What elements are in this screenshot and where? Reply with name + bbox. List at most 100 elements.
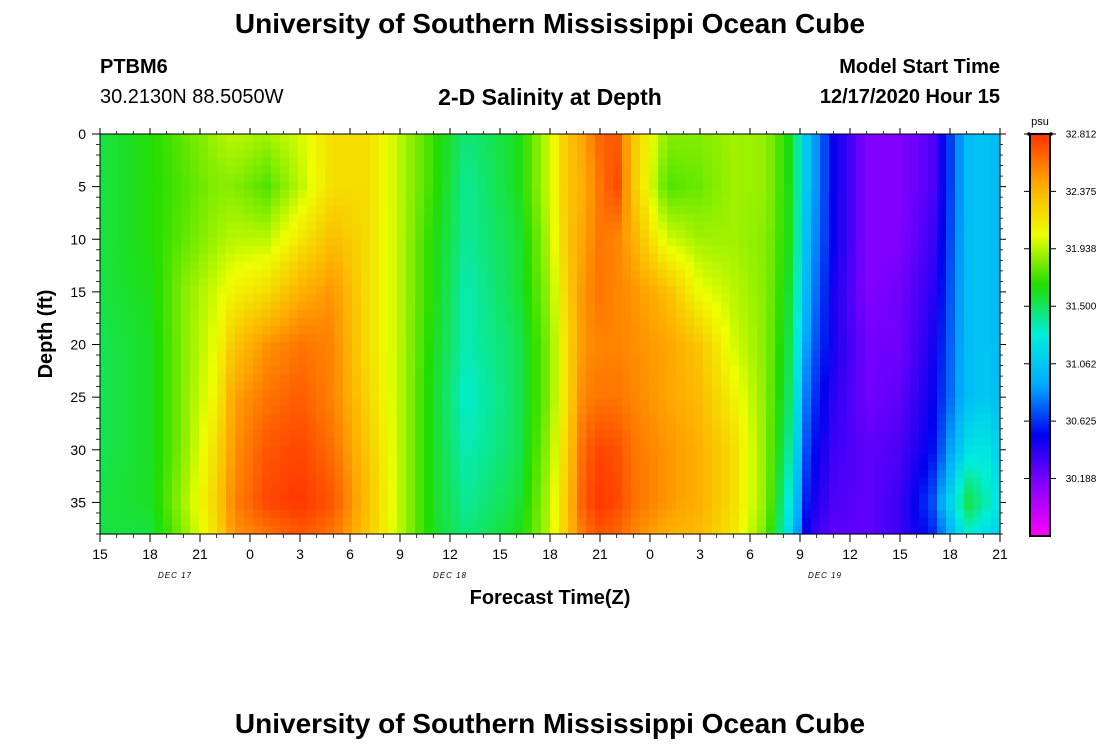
heatmap-cell xyxy=(163,422,173,431)
heatmap-cell xyxy=(982,206,992,215)
heatmap-cell xyxy=(469,438,479,447)
heatmap-cell xyxy=(298,206,308,215)
heatmap-cell xyxy=(397,422,407,431)
heatmap-cell xyxy=(127,150,137,159)
heatmap-cell xyxy=(460,262,470,271)
heatmap-cell xyxy=(118,390,128,399)
heatmap-cell xyxy=(541,470,551,479)
heatmap-cell xyxy=(370,478,380,487)
heatmap-cell xyxy=(235,374,245,383)
heatmap-cell xyxy=(991,262,1001,271)
heatmap-cell xyxy=(460,510,470,519)
heatmap-cell xyxy=(352,174,362,183)
heatmap-cell xyxy=(253,470,263,479)
heatmap-cell xyxy=(766,230,776,239)
heatmap-cell xyxy=(568,438,578,447)
heatmap-cell xyxy=(163,166,173,175)
heatmap-cell xyxy=(658,478,668,487)
heatmap-cell xyxy=(568,270,578,279)
heatmap-cell xyxy=(928,318,938,327)
heatmap-cell xyxy=(505,206,515,215)
heatmap-cell xyxy=(604,318,614,327)
heatmap-cell xyxy=(730,254,740,263)
heatmap-cell xyxy=(703,182,713,191)
heatmap-cell xyxy=(217,358,227,367)
heatmap-cell xyxy=(955,294,965,303)
heatmap-cell xyxy=(613,134,623,143)
heatmap-cell xyxy=(991,446,1001,455)
heatmap-cell xyxy=(163,222,173,231)
heatmap-cell xyxy=(406,462,416,471)
heatmap-cell xyxy=(316,406,326,415)
heatmap-cell xyxy=(694,502,704,511)
heatmap-cell xyxy=(478,446,488,455)
heatmap-cell xyxy=(640,286,650,295)
heatmap-cell xyxy=(973,494,983,503)
heatmap-cell xyxy=(235,230,245,239)
heatmap-cell xyxy=(235,158,245,167)
heatmap-cell xyxy=(757,310,767,319)
heatmap-cell xyxy=(271,134,281,143)
heatmap-cell xyxy=(118,374,128,383)
heatmap-cell xyxy=(901,422,911,431)
heatmap-cell xyxy=(712,350,722,359)
heatmap-cell xyxy=(829,190,839,199)
heatmap-cell xyxy=(514,174,524,183)
heatmap-cell xyxy=(595,198,605,207)
heatmap-cell xyxy=(127,390,137,399)
heatmap-cell xyxy=(442,454,452,463)
heatmap-cell xyxy=(406,142,416,151)
heatmap-cell xyxy=(298,166,308,175)
heatmap-cell xyxy=(118,398,128,407)
heatmap-cell xyxy=(568,190,578,199)
heatmap-cell xyxy=(442,518,452,527)
heatmap-cell xyxy=(541,326,551,335)
heatmap-cell xyxy=(766,278,776,287)
heatmap-cell xyxy=(631,406,641,415)
heatmap-cell xyxy=(226,486,236,495)
heatmap-cell xyxy=(289,454,299,463)
heatmap-cell xyxy=(964,294,974,303)
heatmap-cell xyxy=(739,318,749,327)
heatmap-cell xyxy=(640,166,650,175)
heatmap-cell xyxy=(802,214,812,223)
heatmap-cell xyxy=(982,398,992,407)
heatmap-cell xyxy=(379,150,389,159)
heatmap-cell xyxy=(955,318,965,327)
heatmap-cell xyxy=(361,350,371,359)
heatmap-cell xyxy=(469,526,479,535)
heatmap-cell xyxy=(631,446,641,455)
heatmap-cell xyxy=(100,142,110,151)
heatmap-cell xyxy=(577,206,587,215)
heatmap-cell xyxy=(811,406,821,415)
heatmap-cell xyxy=(802,238,812,247)
heatmap-cell xyxy=(928,230,938,239)
heatmap-cell xyxy=(100,262,110,271)
heatmap-cell xyxy=(658,262,668,271)
heatmap-cell xyxy=(649,422,659,431)
heatmap-cell xyxy=(568,470,578,479)
heatmap-cell xyxy=(802,134,812,143)
heatmap-cell xyxy=(703,518,713,527)
heatmap-cell xyxy=(127,446,137,455)
heatmap-cell xyxy=(784,382,794,391)
heatmap-cell xyxy=(892,246,902,255)
heatmap-cell xyxy=(658,494,668,503)
heatmap-cell xyxy=(271,382,281,391)
heatmap-cell xyxy=(244,406,254,415)
heatmap-cell xyxy=(883,158,893,167)
heatmap-cell xyxy=(946,182,956,191)
heatmap-cell xyxy=(739,462,749,471)
heatmap-cell xyxy=(109,326,119,335)
heatmap-cell xyxy=(577,454,587,463)
heatmap-cell xyxy=(559,158,569,167)
heatmap-cell xyxy=(451,318,461,327)
heatmap-cell xyxy=(262,406,272,415)
heatmap-cell xyxy=(478,174,488,183)
heatmap-cell xyxy=(118,350,128,359)
heatmap-cell xyxy=(883,526,893,535)
heatmap-cell xyxy=(127,398,137,407)
heatmap-cell xyxy=(478,518,488,527)
heatmap-cell xyxy=(748,526,758,535)
heatmap-cell xyxy=(190,502,200,511)
